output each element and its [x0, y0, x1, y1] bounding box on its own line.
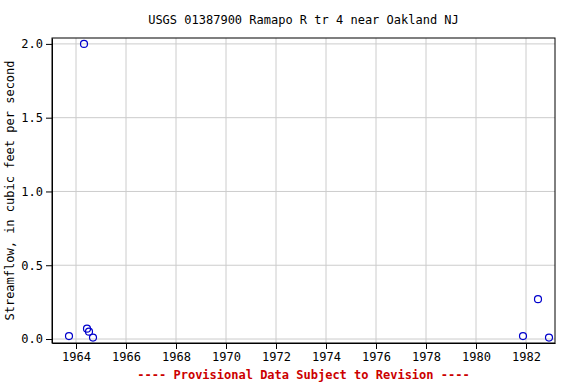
y-tick-mark: [46, 265, 52, 266]
point: [535, 296, 542, 303]
footer: ---- Provisional Data Subject to Revisio…: [137, 368, 469, 382]
x-tick-label: 1968: [162, 350, 191, 364]
x-tick-mark: [176, 343, 177, 349]
x-tick: 1980: [462, 343, 491, 364]
y-tick-mark: [46, 339, 52, 340]
grid-line: [52, 191, 555, 192]
grid-line: [176, 38, 177, 343]
x-tick: 1966: [112, 343, 141, 364]
x-tick-mark: [126, 343, 127, 349]
title: USGS 01387900 Ramapo R tr 4 near Oakland…: [148, 13, 459, 27]
x-tick: 1964: [62, 343, 91, 364]
x-tick-mark: [426, 343, 427, 349]
x-tick-label: 1970: [212, 350, 241, 364]
y-tick-label: 0.0: [21, 332, 43, 346]
point: [546, 334, 553, 341]
x-tick-mark: [276, 343, 277, 349]
x-axis: 1964 1966 1968 1970 1972 1974 1976 1978 1980 1982: [53, 343, 556, 364]
x-tick-label: 1974: [312, 350, 341, 364]
chart: 1964 1966 1968 1970 1972 1974 1976 1978 1980 1982…: [0, 0, 576, 384]
grid-line: [52, 265, 555, 266]
point: [81, 40, 88, 47]
x-tick-label: 1964: [62, 350, 91, 364]
x-tick-mark: [76, 343, 77, 349]
x-tick-mark: [326, 343, 327, 349]
x-tick: 1974: [312, 343, 341, 364]
grid-line: [376, 38, 377, 343]
x-tick: 1978: [412, 343, 441, 364]
x-tick: 1982: [512, 343, 541, 364]
grid-line: [526, 38, 527, 343]
y-tick: 1.0: [21, 185, 52, 199]
x-tick-label: 1978: [412, 350, 441, 364]
point: [90, 334, 97, 341]
x-tick-mark: [226, 343, 227, 349]
y-tick-label: 1.5: [21, 111, 43, 125]
y-tick-mark: [46, 118, 52, 119]
grid-line: [226, 38, 227, 343]
grid-line: [126, 38, 127, 343]
x-tick-label: 1980: [462, 350, 491, 364]
grid-line: [276, 38, 277, 343]
y-axis: 0.0 0.5 1.0 1.5 2.0: [21, 37, 52, 346]
y-tick-label: 2.0: [21, 37, 43, 51]
grid-line: [426, 38, 427, 343]
grid-line: [52, 117, 555, 118]
y-tick-mark: [46, 44, 52, 45]
x-tick-mark: [376, 343, 377, 349]
x-tick-mark: [476, 343, 477, 349]
y-axis-title: Streamflow, in cubic feet per second: [3, 60, 17, 320]
x-tick-label: 1976: [362, 350, 391, 364]
x-tick-label: 1972: [262, 350, 291, 364]
x-tick: 1970: [212, 343, 241, 364]
grid-line: [52, 43, 555, 44]
point: [520, 333, 527, 340]
y-tick: 1.5: [21, 111, 52, 125]
y-tick-label: 0.5: [21, 259, 43, 273]
y-tick: 0.0: [21, 332, 52, 346]
x-tick: 1976: [362, 343, 391, 364]
grid: [52, 38, 555, 343]
point: [66, 333, 73, 340]
x-tick-label: 1982: [512, 350, 541, 364]
grid-line: [52, 339, 555, 340]
grid-line: [76, 38, 77, 343]
grid-line: [326, 38, 327, 343]
y-tick: 2.0: [21, 37, 52, 51]
y-tick-mark: [46, 191, 52, 192]
x-tick-label: 1966: [112, 350, 141, 364]
grid-line: [476, 38, 477, 343]
y-tick-label: 1.0: [21, 185, 43, 199]
x-tick-mark: [526, 343, 527, 349]
x-tick: 1972: [262, 343, 291, 364]
plot-frame: [52, 38, 555, 343]
y-tick: 0.5: [21, 259, 52, 273]
x-tick: 1968: [162, 343, 191, 364]
points: [66, 40, 553, 341]
